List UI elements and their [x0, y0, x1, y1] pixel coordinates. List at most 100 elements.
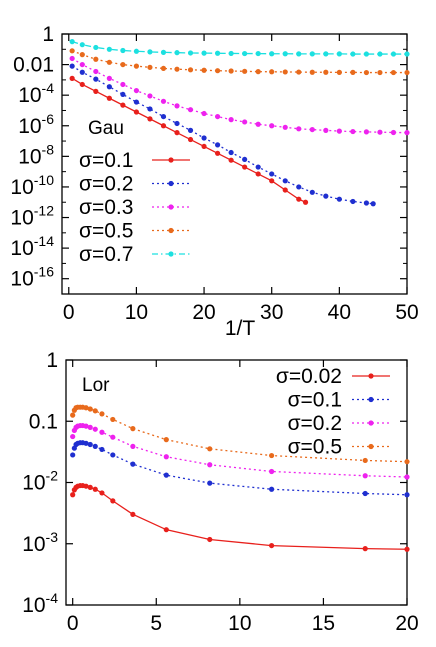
- data-point: [160, 113, 167, 120]
- data-point: [404, 51, 410, 57]
- data-point: [296, 184, 302, 190]
- y-tick-base: 10: [10, 207, 33, 230]
- y-tick-label: 0.1: [29, 410, 58, 433]
- data-point: [120, 47, 126, 54]
- y-tick-label: 10-10: [10, 172, 54, 199]
- data-point: [147, 106, 153, 112]
- data-point: [133, 48, 140, 54]
- data-point: [336, 196, 342, 202]
- data-point: [228, 157, 234, 163]
- x-tick-label: 20: [395, 612, 418, 635]
- legend-label: σ=0.5: [79, 220, 133, 243]
- data-point: [147, 116, 153, 122]
- data-point: [207, 462, 213, 468]
- data-point: [242, 68, 248, 74]
- data-point: [269, 468, 275, 475]
- data-point: [404, 474, 410, 480]
- data-point: [92, 486, 98, 492]
- y-tick-power: -14: [34, 233, 54, 249]
- data-point: [336, 69, 342, 75]
- y-tick-power: -6: [42, 111, 55, 127]
- y-tick-base: 10: [18, 115, 41, 138]
- legend-marker: [368, 396, 374, 403]
- data-point: [296, 51, 302, 57]
- data-point: [87, 406, 93, 412]
- y-tick-base: 10: [18, 84, 41, 107]
- data-point: [282, 187, 288, 193]
- data-point: [160, 123, 167, 129]
- data-point: [363, 129, 370, 135]
- data-point: [147, 49, 153, 55]
- legend-marker: [368, 373, 374, 379]
- data-point: [269, 486, 275, 492]
- y-tick-label: 10-16: [10, 264, 54, 291]
- data-point: [93, 44, 99, 51]
- data-point: [83, 423, 89, 429]
- data-point: [228, 50, 234, 57]
- y-tick-base: 10: [18, 145, 41, 168]
- x-tick-label: 50: [395, 301, 418, 324]
- plot-frame: [61, 33, 408, 295]
- data-point: [163, 437, 169, 443]
- data-point: [207, 536, 213, 543]
- data-point: [228, 68, 234, 74]
- data-point: [242, 119, 248, 125]
- legend-label: σ=0.2: [79, 173, 133, 196]
- data-point: [336, 128, 342, 134]
- data-point: [120, 91, 126, 98]
- data-point: [269, 171, 275, 177]
- data-point: [255, 69, 261, 75]
- data-point: [174, 120, 180, 127]
- data-point: [350, 128, 356, 135]
- data-point: [362, 546, 368, 552]
- data-point: [404, 546, 410, 552]
- data-point: [282, 69, 288, 75]
- y-tick-power: -12: [34, 203, 54, 219]
- y-tick-label: 10-8: [18, 141, 54, 168]
- data-point: [174, 130, 180, 136]
- data-point: [93, 56, 99, 62]
- data-point: [163, 454, 169, 460]
- legend-label: σ=0.3: [79, 196, 133, 219]
- data-point: [282, 124, 288, 130]
- legend-marker: [168, 204, 174, 210]
- data-point: [269, 452, 275, 459]
- data-point: [106, 59, 112, 65]
- x-tick-label: 0: [63, 301, 75, 324]
- data-point: [370, 201, 376, 207]
- data-point: [160, 65, 167, 72]
- data-point: [69, 75, 75, 81]
- y-tick-base: 10: [10, 176, 33, 199]
- legend-marker: [168, 251, 174, 257]
- data-point: [404, 69, 410, 76]
- data-point: [79, 61, 85, 68]
- data-point: [70, 452, 76, 458]
- data-point: [187, 107, 194, 113]
- data-point: [70, 492, 76, 498]
- data-point: [110, 498, 116, 504]
- data-point: [79, 69, 85, 75]
- data-point: [228, 117, 234, 123]
- data-point: [87, 484, 93, 490]
- data-point: [106, 84, 112, 90]
- data-point: [309, 126, 315, 133]
- data-point: [363, 69, 370, 76]
- legend-marker: [168, 227, 174, 234]
- series-line: [72, 424, 408, 478]
- series-line: [72, 406, 408, 463]
- data-point: [350, 198, 356, 205]
- data-point: [79, 42, 85, 48]
- y-tick-label: 1: [46, 349, 58, 372]
- data-point: [214, 50, 221, 56]
- y-tick-base: 10: [22, 594, 45, 617]
- data-point: [99, 411, 105, 417]
- series-line: [72, 442, 408, 496]
- data-point: [214, 68, 221, 74]
- y-tick-base: 10: [10, 268, 33, 291]
- data-point: [87, 424, 93, 430]
- data-point: [70, 433, 76, 440]
- data-point: [120, 61, 126, 68]
- data-point: [390, 69, 397, 76]
- data-point: [163, 527, 169, 533]
